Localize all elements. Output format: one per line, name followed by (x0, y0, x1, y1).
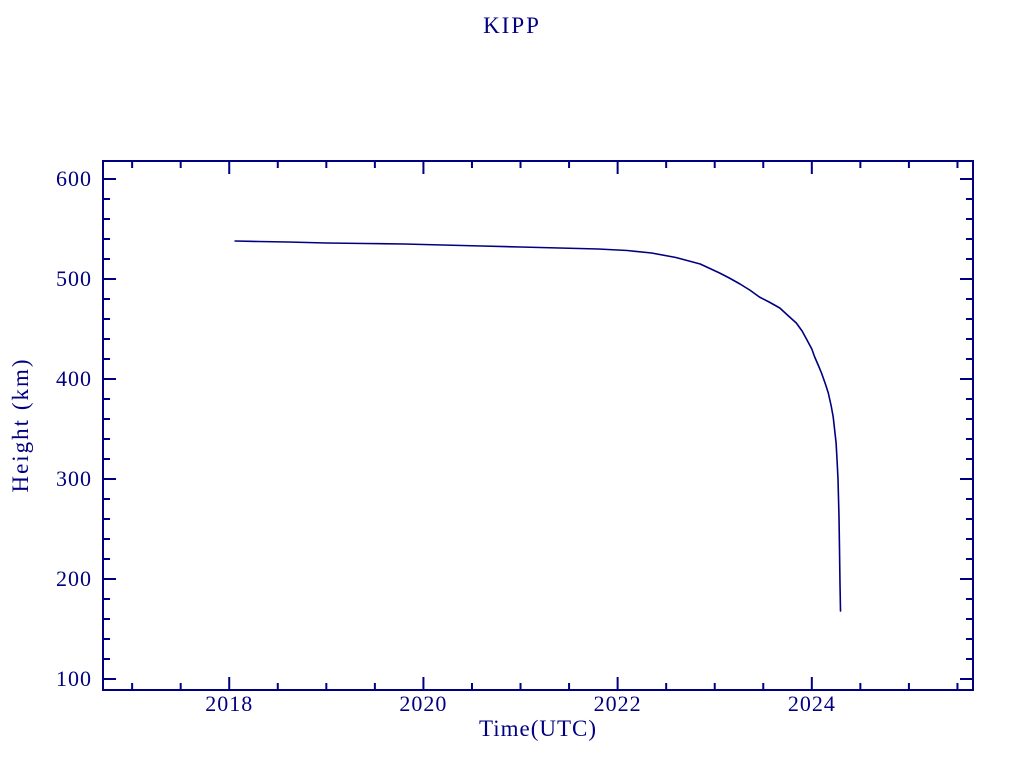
x-tick-label: 2020 (399, 691, 447, 716)
x-axis-label: Time(UTC) (478, 716, 598, 741)
data-curve (234, 240, 842, 612)
plot-frame (102, 160, 974, 691)
y-tick-label: 200 (56, 566, 92, 591)
x-tick-label: 2022 (594, 691, 642, 716)
y-axis-label: Height (km) (8, 357, 33, 493)
y-tick-label: 600 (56, 166, 92, 191)
y-tick-label: 400 (56, 366, 92, 391)
chart-title: KIPP (483, 13, 541, 38)
x-tick-label: 2024 (788, 691, 836, 716)
y-tick-label: 500 (56, 266, 92, 291)
y-tick-label: 100 (56, 666, 92, 691)
y-tick-label: 300 (56, 466, 92, 491)
x-tick-label: 2018 (205, 691, 253, 716)
